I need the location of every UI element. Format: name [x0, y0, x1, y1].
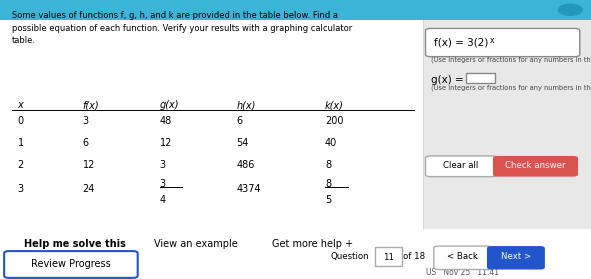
Text: 6: 6 — [83, 138, 89, 148]
Text: 486: 486 — [236, 160, 255, 170]
Text: of 18: of 18 — [403, 252, 425, 261]
Text: 1: 1 — [18, 138, 24, 148]
Text: Some values of functions f, g, h, and k are provided in the table below. Find a
: Some values of functions f, g, h, and k … — [12, 11, 352, 45]
Text: 24: 24 — [83, 184, 95, 194]
Text: 8: 8 — [325, 160, 331, 170]
Text: 3: 3 — [83, 116, 89, 126]
Text: 200: 200 — [325, 116, 343, 126]
Text: g(x) =: g(x) = — [431, 75, 464, 85]
Text: < Back: < Back — [447, 252, 478, 261]
Text: 40: 40 — [325, 138, 337, 148]
Text: 12: 12 — [83, 160, 95, 170]
Text: 5: 5 — [325, 195, 332, 205]
Text: f(x): f(x) — [83, 100, 99, 110]
Text: 3: 3 — [160, 179, 165, 189]
Text: 54: 54 — [236, 138, 249, 148]
Text: (Use integers or fractions for any numbers in the expression.): (Use integers or fractions for any numbe… — [431, 85, 591, 91]
Text: Check answer: Check answer — [505, 161, 566, 170]
Text: 48: 48 — [160, 116, 172, 126]
Text: 3: 3 — [18, 184, 24, 194]
Text: Get more help +: Get more help + — [272, 239, 353, 249]
Text: Clear all: Clear all — [443, 161, 479, 170]
Text: x: x — [18, 100, 24, 110]
Text: (Use integers or fractions for any numbers in the expression.): (Use integers or fractions for any numbe… — [431, 56, 591, 63]
Text: US   Nov 25   11:41: US Nov 25 11:41 — [426, 268, 499, 276]
Text: Help me solve this: Help me solve this — [24, 239, 125, 249]
Text: 3: 3 — [160, 160, 165, 170]
Text: 2: 2 — [18, 160, 24, 170]
Text: Question: Question — [331, 252, 369, 261]
Text: k(x): k(x) — [325, 100, 344, 110]
Text: g(x): g(x) — [160, 100, 179, 110]
Text: x: x — [489, 36, 494, 45]
Text: 4374: 4374 — [236, 184, 261, 194]
Text: 0: 0 — [18, 116, 24, 126]
Text: 6: 6 — [236, 116, 242, 126]
Text: 4: 4 — [160, 195, 165, 205]
Text: 11: 11 — [383, 253, 394, 262]
Text: Review Progress: Review Progress — [31, 259, 111, 269]
Text: f(x) = 3(2): f(x) = 3(2) — [434, 38, 489, 48]
Text: h(x): h(x) — [236, 100, 256, 110]
Text: Next >: Next > — [501, 252, 531, 261]
Text: 12: 12 — [160, 138, 172, 148]
Text: 8: 8 — [325, 179, 331, 189]
Text: View an example: View an example — [154, 239, 238, 249]
